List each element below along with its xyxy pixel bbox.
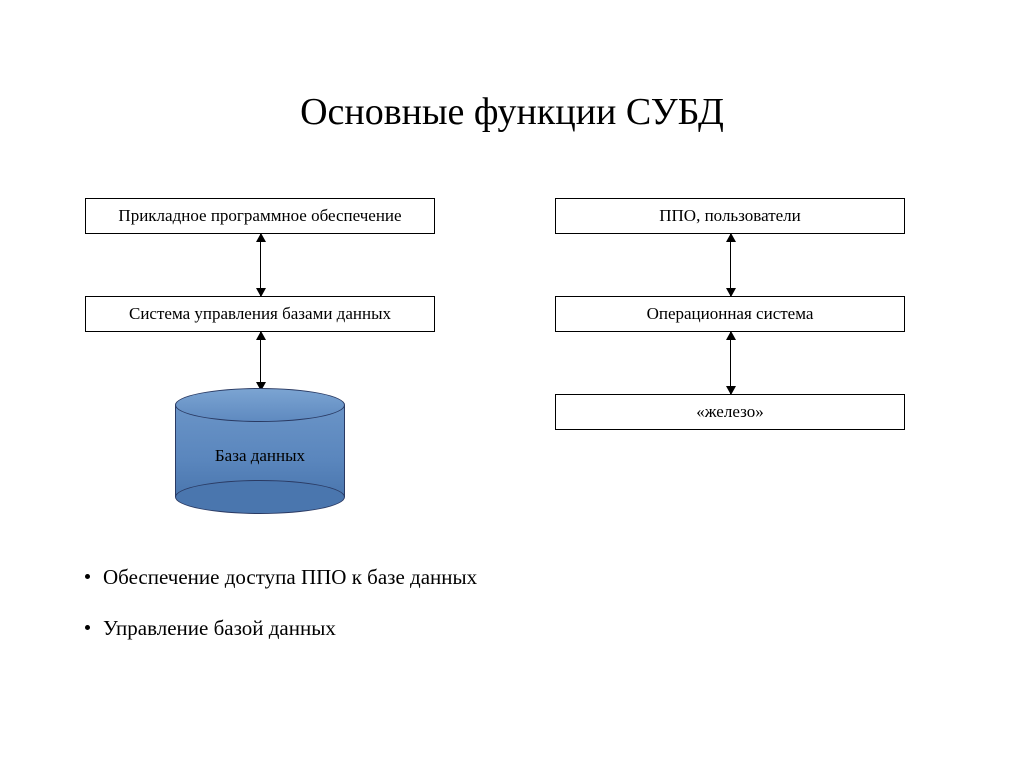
bullet-item: Обеспечение доступа ППО к базе данных — [85, 565, 477, 590]
arrow-users-to-os — [730, 234, 731, 296]
bullet-list: Обеспечение доступа ППО к базе данных Уп… — [85, 565, 477, 667]
bullet-text: Обеспечение доступа ППО к базе данных — [103, 565, 477, 589]
bullet-item: Управление базой данных — [85, 616, 477, 641]
box-dbms: Система управления базами данных — [85, 296, 435, 332]
box-ppo-app-label: Прикладное программное обеспечение — [118, 206, 401, 226]
arrow-ppo-to-dbms — [260, 234, 261, 296]
db-cylinder-label: База данных — [175, 446, 345, 466]
box-ppo-users-label: ППО, пользователи — [659, 206, 801, 226]
box-ppo-users: ППО, пользователи — [555, 198, 905, 234]
arrow-os-to-hw — [730, 332, 731, 394]
bullet-text: Управление базой данных — [103, 616, 336, 640]
box-dbms-label: Система управления базами данных — [129, 304, 391, 324]
page-title: Основные функции СУБД — [0, 90, 1024, 134]
db-cylinder: База данных — [175, 388, 345, 514]
box-os: Операционная система — [555, 296, 905, 332]
db-cylinder-top — [175, 388, 345, 422]
box-os-label: Операционная система — [647, 304, 814, 324]
box-ppo-app: Прикладное программное обеспечение — [85, 198, 435, 234]
db-cylinder-bottom — [175, 480, 345, 514]
box-hardware-label: «железо» — [696, 402, 763, 422]
arrow-dbms-to-db — [260, 332, 261, 390]
box-hardware: «железо» — [555, 394, 905, 430]
